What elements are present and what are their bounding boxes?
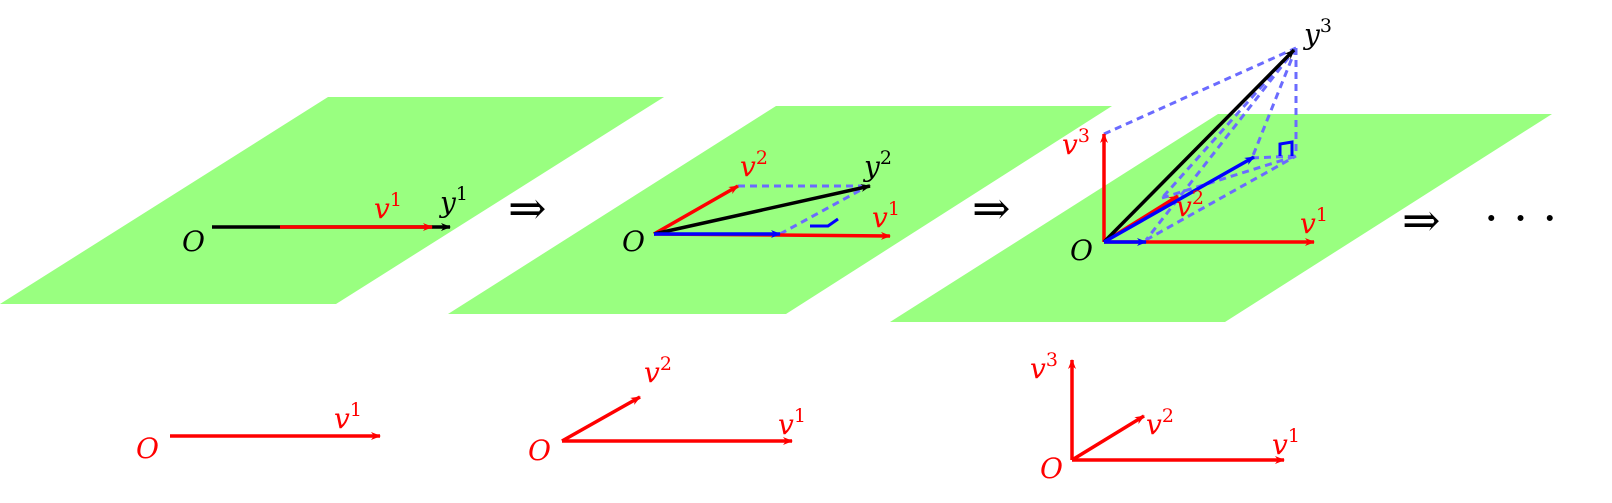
v1-label: v1 — [334, 399, 362, 435]
right-angle-mark — [1278, 140, 1294, 156]
v2-arrow — [1071, 414, 1145, 462]
plane-1 — [0, 97, 664, 304]
v3-label: v3 — [1030, 349, 1058, 385]
panel-3: O v3 v2 v1 y3 — [890, 15, 1552, 322]
implies-arrow-1: ⇒ — [508, 181, 547, 235]
right-angle-mark — [810, 217, 839, 228]
y3-arrow — [1102, 48, 1296, 244]
origin-label: O — [1070, 234, 1093, 267]
projection-arrow-1 — [1103, 155, 1255, 244]
dashed-6 — [1145, 154, 1297, 242]
basis-3: O v3 v2 v1 — [1030, 349, 1300, 485]
origin-label: O — [136, 432, 159, 465]
implies-arrow-3: ⇒ — [1402, 193, 1441, 247]
dashed-5 — [1251, 154, 1297, 160]
plane-3 — [890, 114, 1552, 322]
implies-arrow-2: ⇒ — [972, 181, 1011, 235]
v2-arrow — [653, 184, 739, 236]
y1-label: y1 — [438, 183, 468, 219]
y2-arrow — [653, 184, 871, 236]
panel-2: O v2 y2 v1 — [448, 106, 1112, 314]
v2-label: v2 — [1176, 187, 1204, 223]
plane-2 — [448, 106, 1112, 314]
origin-label: O — [1040, 452, 1063, 485]
v1-label: v1 — [1300, 204, 1328, 240]
origin-label: O — [622, 225, 645, 258]
v1-label: v1 — [374, 189, 402, 225]
origin-label: O — [182, 225, 205, 258]
v2-arrow — [561, 395, 641, 443]
v2-label: v2 — [740, 147, 768, 183]
panel-1: O v1 y1 — [0, 97, 664, 304]
v1-label: v1 — [872, 198, 900, 234]
proj-dashed — [779, 184, 869, 236]
v2-label: v2 — [1146, 405, 1174, 441]
y3-label: y3 — [1302, 15, 1332, 51]
y2-label: y2 — [862, 147, 892, 183]
dashed-2 — [1250, 47, 1298, 159]
v1-label: v1 — [1272, 425, 1300, 461]
ellipsis: · · · — [1484, 191, 1557, 245]
dashed-4 — [1160, 47, 1298, 199]
basis-1: O v1 — [136, 399, 381, 465]
origin-label: O — [528, 434, 551, 467]
v1-label: v1 — [778, 405, 806, 441]
dashed-3 — [1144, 47, 1298, 241]
basis-2: O v2 v1 — [528, 353, 806, 467]
v2-label: v2 — [644, 353, 672, 389]
v3-label: v3 — [1062, 125, 1090, 161]
